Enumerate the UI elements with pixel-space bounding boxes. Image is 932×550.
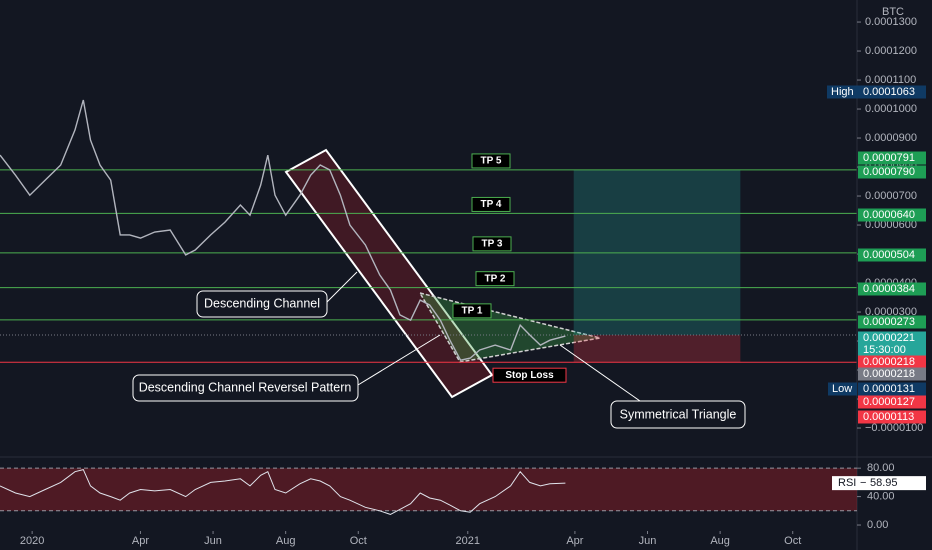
x-tick-label: Oct [784,535,801,547]
position-stop-zone [573,334,741,363]
callout-box [610,400,746,429]
callout-box [196,290,328,318]
y-tick-label: 0.0000600 [865,219,917,231]
rsi-tick-label: 40.00 [867,491,895,503]
price-badge-text: 0.0000218 [863,368,915,380]
x-tick-label: Apr [566,535,583,547]
x-tick-label: Jun [639,535,657,547]
price-badge [858,208,926,222]
level-tag [471,153,511,169]
price-badge-text: 0.0000221 [863,332,915,344]
level-tag [492,367,567,383]
price-badge-label: Low [832,383,852,395]
level-tag-label: TP 3 [482,239,503,250]
x-tick-label: Aug [276,535,296,547]
price-badge [858,410,926,424]
level-tag [452,303,492,319]
y-tick-label: 0.0001300 [865,16,917,28]
price-badge-text: 0.0000113 [863,411,914,423]
price-badge-text: 0.0000131 [863,383,915,395]
price-badge-text: 0.0000790 [863,166,915,178]
rsi-badge-value: 58.95 [870,477,898,489]
price-badge-text: 0.0000127 [863,396,915,408]
price-badge-text: 0.0000384 [863,283,915,295]
rsi-line [0,469,566,515]
callout-text: Descending Channel Reversel Pattern [139,380,352,394]
y-tick-label: 0.0001200 [865,45,917,57]
level-tag-label: TP 1 [462,306,483,317]
callout-text: Descending Channel [204,296,320,310]
price-badge-time: 15:30:00 [863,344,906,356]
high-badge-text: 0.0001063 [863,86,915,98]
price-badge [858,367,926,381]
y-tick-label: 0.0001000 [865,103,917,115]
price-badge [858,382,926,396]
price-badge [858,315,926,329]
y-tick-label: −0.0000100 [865,422,923,434]
rsi-tick-label: 0.00 [867,519,888,531]
price-badge-label-bg [828,382,857,396]
y-tick-label: 0.0000300 [865,306,917,318]
x-tick-label: Aug [710,535,730,547]
callout-box [132,374,359,402]
price-badge-text: 0.0000640 [863,209,915,221]
leader-line [326,271,358,303]
rsi-badge [832,476,926,491]
x-tick-label: Apr [132,535,149,547]
price-line [0,99,566,361]
descending-channel [284,148,494,399]
level-tag [475,271,515,287]
price-badge-text: 0.0000273 [863,316,915,328]
price-badge [858,355,926,369]
leader-line [357,334,441,386]
level-tag-label: TP 5 [481,156,502,167]
rsi-tick-label: 80.00 [867,462,895,474]
y-tick-label: 0.0000900 [865,132,917,144]
high-badge [827,85,926,99]
x-tick-label: Jun [204,535,222,547]
price-badge-text: 0.0000218 [863,356,915,368]
price-badge [858,151,926,165]
price-badge [858,282,926,296]
rsi-badge-name: RSI [838,477,856,489]
price-badge [858,165,926,179]
y-tick-label: 0.0001100 [865,74,916,86]
high-badge-label: High [831,86,854,98]
price-badge [858,395,926,409]
y-tick-label: 0.0000700 [865,190,917,202]
symbol-label: BTC [882,6,904,18]
x-tick-label: 2020 [20,535,44,547]
rsi-badge-dash: − [860,477,866,489]
x-tick-label: 2021 [456,535,480,547]
leader-line [559,344,641,402]
level-tag [472,236,512,252]
price-badge [858,248,926,262]
price-badge-text: 0.0000791 [863,152,915,164]
x-tick-label: Oct [350,535,367,547]
level-tag-label: TP 2 [485,273,506,284]
price-badge [858,331,926,358]
level-tag-label: TP 4 [481,199,502,210]
price-badge-text: 0.0000504 [863,249,915,261]
rsi-band [0,468,857,511]
callout-text: Symmetrical Triangle [620,407,737,421]
level-tag [471,196,511,212]
level-tag-label: Stop Loss [505,370,554,381]
